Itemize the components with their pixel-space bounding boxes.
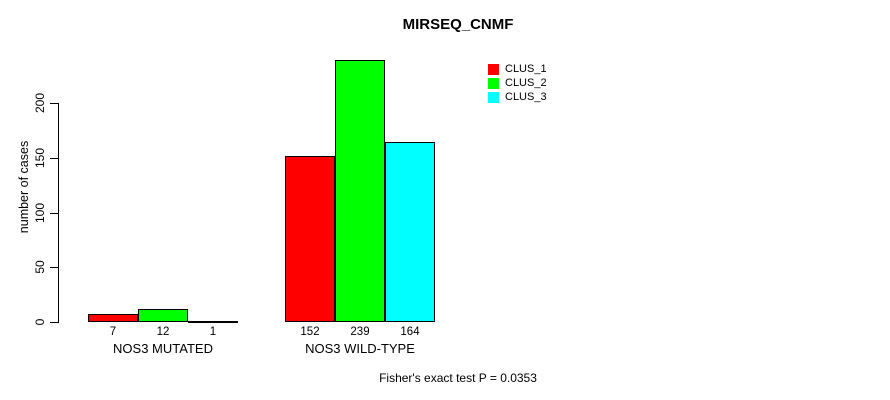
y-axis-title: number of cases bbox=[17, 140, 31, 234]
y-axis-tick bbox=[50, 103, 58, 104]
bar-clus_3-2 bbox=[385, 142, 435, 322]
bar-clus_3-1 bbox=[188, 321, 238, 323]
y-axis-tick bbox=[50, 267, 58, 268]
bar-value-label: 164 bbox=[400, 326, 420, 338]
bar-clus_2-2 bbox=[335, 60, 385, 322]
bar-value-label: 1 bbox=[209, 326, 217, 338]
legend-swatch-clus_2 bbox=[488, 77, 499, 89]
y-axis-tick-label: 100 bbox=[33, 202, 47, 224]
y-axis-line bbox=[58, 103, 59, 323]
y-axis-tick bbox=[50, 322, 58, 323]
legend: CLUS_1 CLUS_2 CLUS_3 bbox=[488, 62, 547, 104]
category-label: NOS3 WILD-TYPE bbox=[305, 341, 415, 356]
y-axis-tick-label: 0 bbox=[33, 318, 47, 326]
y-axis-tick-label: 150 bbox=[33, 147, 47, 169]
legend-swatch-clus_3 bbox=[488, 91, 499, 103]
legend-label: CLUS_2 bbox=[505, 77, 547, 89]
chart-title: MIRSEQ_CNMF bbox=[402, 16, 514, 33]
category-label: NOS3 MUTATED bbox=[113, 341, 213, 356]
bar-value-label: 12 bbox=[156, 326, 170, 338]
legend-label: CLUS_3 bbox=[505, 91, 547, 103]
y-axis-tick-label: 200 bbox=[33, 92, 47, 114]
legend-swatch-clus_1 bbox=[488, 63, 499, 75]
y-axis-tick bbox=[50, 158, 58, 159]
bar-value-label: 239 bbox=[350, 326, 370, 338]
bar-value-label: 152 bbox=[300, 326, 320, 338]
y-axis-tick bbox=[50, 213, 58, 214]
legend-item: CLUS_2 bbox=[488, 76, 547, 90]
bar-value-label: 7 bbox=[109, 326, 117, 338]
bar-clus_1-1 bbox=[88, 314, 138, 322]
legend-label: CLUS_1 bbox=[505, 63, 547, 75]
bar-clus_2-1 bbox=[138, 309, 188, 322]
fisher-test-annotation: Fisher's exact test P = 0.0353 bbox=[379, 371, 537, 385]
legend-item: CLUS_1 bbox=[488, 62, 547, 76]
bar-clus_1-2 bbox=[285, 156, 335, 322]
legend-item: CLUS_3 bbox=[488, 90, 547, 104]
y-axis-tick-label: 50 bbox=[33, 260, 47, 274]
